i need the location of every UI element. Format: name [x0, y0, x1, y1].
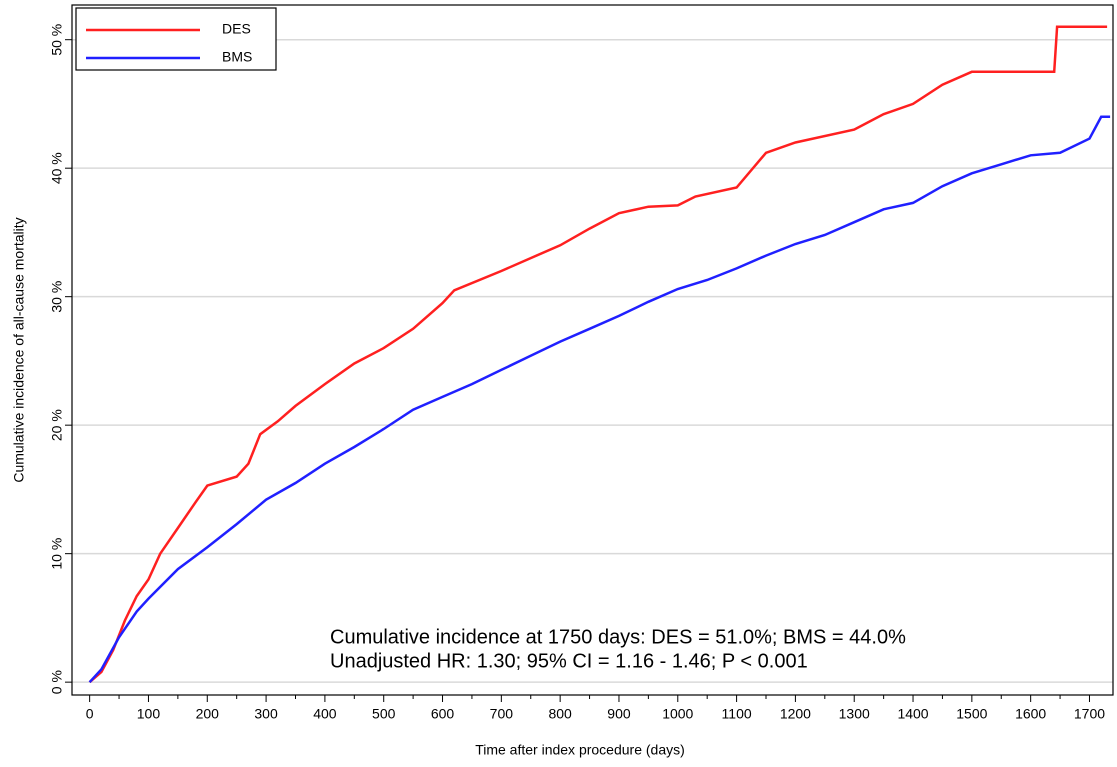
x-tick-label: 700 [490, 706, 514, 722]
x-tick-label: 200 [196, 706, 220, 722]
x-tick-label: 500 [372, 706, 396, 722]
x-tick-label: 300 [254, 706, 278, 722]
legend-label: DES [222, 21, 251, 37]
x-tick-label: 1300 [839, 706, 870, 722]
plot-frame [71, 4, 1114, 696]
x-tick-label: 600 [431, 706, 455, 722]
x-tick-label: 1700 [1074, 706, 1105, 722]
x-tick-label: 1000 [662, 706, 693, 722]
y-tick-label: 50 % [49, 24, 65, 56]
legend-box [75, 7, 277, 71]
annotation: Unadjusted HR: 1.30; 95% CI = 1.16 - 1.4… [330, 650, 808, 672]
y-tick-label: 20 % [49, 409, 65, 441]
x-tick-label: 1100 [722, 706, 752, 722]
annotation: Cumulative incidence at 1750 days: DES =… [330, 626, 906, 648]
x-tick-label: 1200 [780, 706, 811, 722]
x-tick-label: 1400 [897, 706, 928, 722]
x-tick-label: 0 [86, 706, 94, 722]
y-tick-label: 40 % [49, 152, 65, 184]
x-tick-label: 900 [607, 706, 631, 722]
y-tick-label: 30 % [49, 281, 65, 313]
x-tick-label: 1500 [956, 706, 987, 722]
legend-label: BMS [222, 49, 252, 65]
x-tick-label: 1600 [1015, 706, 1046, 722]
x-tick-label: 100 [137, 706, 161, 722]
series-line [88, 25, 1108, 684]
y-tick-label: 0 % [49, 670, 65, 694]
series-line [88, 115, 1111, 684]
x-tick-label: 400 [313, 706, 337, 722]
y-axis-label: Cumulative incidence of all-cause mortal… [11, 217, 27, 482]
x-tick-label: 800 [548, 706, 572, 722]
x-axis-label: Time after index procedure (days) [475, 742, 685, 758]
y-tick-label: 10 % [49, 538, 65, 570]
